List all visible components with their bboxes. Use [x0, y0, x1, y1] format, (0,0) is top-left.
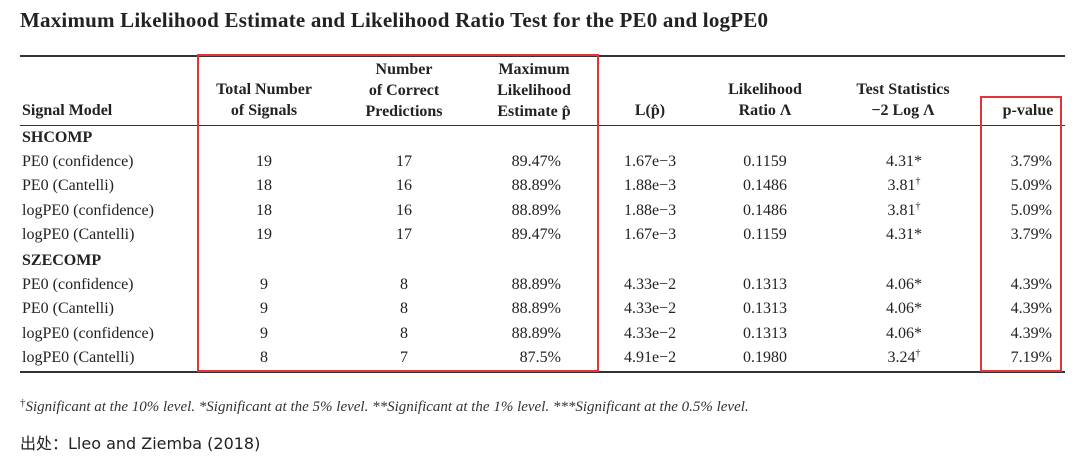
cell-p-value: 4.39% — [1010, 300, 1052, 318]
cell-likelihood-ratio: 0.1313 — [743, 324, 787, 342]
highlight-box-pvalue — [980, 96, 1062, 372]
top-rule — [20, 55, 1065, 57]
cell-test-statistic: 3.24† — [887, 347, 921, 366]
row-signal-model: logPE0 (confidence) — [22, 201, 154, 219]
cell-likelihood: 1.88e−3 — [623, 201, 677, 219]
cell-p-value: 4.39% — [1010, 324, 1052, 342]
header-mle: Maximum Likelihood Estimate p̂ — [497, 61, 571, 120]
dagger-mark: † — [915, 200, 921, 212]
cell-total: 9 — [260, 324, 268, 342]
cell-test-statistic: 4.06* — [886, 324, 922, 342]
cell-total: 18 — [256, 177, 272, 195]
highlight-box-counts — [197, 54, 599, 372]
cell-likelihood: 4.33e−2 — [623, 324, 677, 342]
cell-correct: 16 — [396, 201, 412, 219]
cell-total: 19 — [256, 225, 272, 243]
cell-total: 8 — [260, 348, 268, 366]
row-signal-model: logPE0 (Cantelli) — [22, 348, 135, 366]
cell-mle: 88.89% — [511, 300, 561, 318]
cell-correct: 7 — [400, 348, 408, 366]
header-test-statistics: Test Statistics −2 Log Λ — [856, 81, 950, 119]
footnote-dagger: † — [20, 397, 26, 409]
row-signal-model: PE0 (Cantelli) — [22, 300, 114, 318]
cell-mle: 88.89% — [511, 177, 561, 195]
header-rule — [20, 125, 1065, 126]
source-citation: 出处：Lleo and Ziemba (2018) — [20, 434, 261, 453]
cell-likelihood-ratio: 0.1486 — [743, 177, 787, 195]
footnote: †Significant at the 10% level. *Signific… — [20, 397, 749, 416]
cell-likelihood-ratio: 0.1159 — [743, 225, 787, 243]
cell-p-value: 5.09% — [1010, 201, 1052, 219]
cell-likelihood-ratio: 0.1980 — [743, 348, 787, 366]
cell-mle: 88.89% — [511, 324, 561, 342]
cell-correct: 8 — [400, 276, 408, 294]
header-total-signals: Total Number of Signals — [216, 81, 312, 119]
row-signal-model: PE0 (confidence) — [22, 153, 134, 171]
table-title: Maximum Likelihood Estimate and Likeliho… — [20, 8, 769, 32]
cell-correct: 17 — [396, 153, 412, 171]
cell-correct: 8 — [400, 324, 408, 342]
cell-test-statistic: 4.31* — [886, 153, 922, 171]
row-signal-model: PE0 (Cantelli) — [22, 177, 114, 195]
row-signal-model: PE0 (confidence) — [22, 276, 134, 294]
cell-likelihood-ratio: 0.1159 — [743, 153, 787, 171]
cell-mle: 88.89% — [511, 276, 561, 294]
cell-mle: 87.5% — [519, 348, 561, 366]
cell-likelihood: 1.88e−3 — [623, 177, 677, 195]
cell-likelihood: 1.67e−3 — [623, 153, 677, 171]
header-likelihood-ratio: Likelihood Ratio Λ — [728, 81, 802, 119]
cell-likelihood: 4.91e−2 — [623, 348, 677, 366]
row-signal-model: logPE0 (confidence) — [22, 324, 154, 342]
cell-correct: 17 — [396, 225, 412, 243]
cell-test-statistic: 3.81† — [887, 200, 921, 219]
cell-likelihood: 4.33e−2 — [623, 300, 677, 318]
header-p-value: p-value — [1002, 102, 1054, 119]
cell-total: 19 — [256, 153, 272, 171]
cell-total: 9 — [260, 276, 268, 294]
cell-p-value: 7.19% — [1010, 348, 1052, 366]
cell-correct: 16 — [396, 177, 412, 195]
cell-likelihood-ratio: 0.1313 — [743, 276, 787, 294]
cell-test-statistic: 4.31* — [886, 225, 922, 243]
group-label: SHCOMP — [22, 129, 93, 146]
dagger-mark: † — [915, 347, 921, 359]
cell-likelihood: 4.33e−2 — [623, 276, 677, 294]
dagger-mark: † — [915, 176, 921, 188]
cell-p-value: 4.39% — [1010, 276, 1052, 294]
footnote-text: Significant at the 10% level. *Significa… — [25, 399, 749, 415]
group-label: SZECOMP — [22, 252, 102, 269]
cell-correct: 8 — [400, 300, 408, 318]
header-signal-model: Signal Model — [22, 102, 113, 119]
cell-test-statistic: 4.06* — [886, 300, 922, 318]
cell-mle: 88.89% — [511, 201, 561, 219]
cell-likelihood: 1.67e−3 — [623, 225, 677, 243]
cell-p-value: 5.09% — [1010, 177, 1052, 195]
cell-total: 18 — [256, 201, 272, 219]
cell-mle: 89.47% — [511, 225, 561, 243]
cell-mle: 89.47% — [511, 153, 561, 171]
cell-p-value: 3.79% — [1010, 225, 1052, 243]
header-likelihood: L(p̂) — [634, 102, 666, 119]
cell-likelihood-ratio: 0.1313 — [743, 300, 787, 318]
header-correct-predictions: Number of Correct Predictions — [365, 61, 443, 120]
cell-total: 9 — [260, 300, 268, 318]
cell-test-statistic: 3.81† — [887, 176, 921, 195]
cell-likelihood-ratio: 0.1486 — [743, 201, 787, 219]
cell-test-statistic: 4.06* — [886, 276, 922, 294]
row-signal-model: logPE0 (Cantelli) — [22, 225, 135, 243]
cell-p-value: 3.79% — [1010, 153, 1052, 171]
